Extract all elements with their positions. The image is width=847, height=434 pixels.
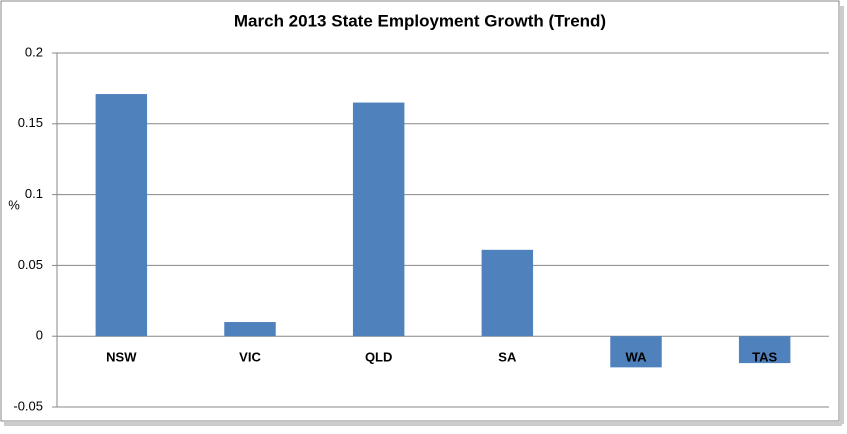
bar <box>95 94 148 337</box>
y-tick-label: -0.05 <box>13 398 43 413</box>
y-tick-label: 0.05 <box>18 257 43 272</box>
bar <box>352 102 405 337</box>
bar <box>224 322 276 337</box>
y-axis-label: % <box>8 197 20 212</box>
x-tick-label: QLD <box>365 350 392 365</box>
x-tick-label: WA <box>626 350 648 365</box>
bar <box>610 336 662 368</box>
y-tick-label: 0.15 <box>18 115 43 130</box>
y-tick-label: 0 <box>36 328 43 343</box>
y-tick-label: 0.2 <box>25 44 43 59</box>
x-tick-label: VIC <box>239 350 261 365</box>
x-tick-label: SA <box>498 350 517 365</box>
bar <box>481 249 534 337</box>
x-tick-label: NSW <box>106 350 137 365</box>
x-tick-label: TAS <box>752 350 777 365</box>
chart-title: March 2013 State Employment Growth (Tren… <box>234 11 606 30</box>
bar <box>738 336 791 364</box>
y-tick-label: 0.1 <box>25 186 43 201</box>
